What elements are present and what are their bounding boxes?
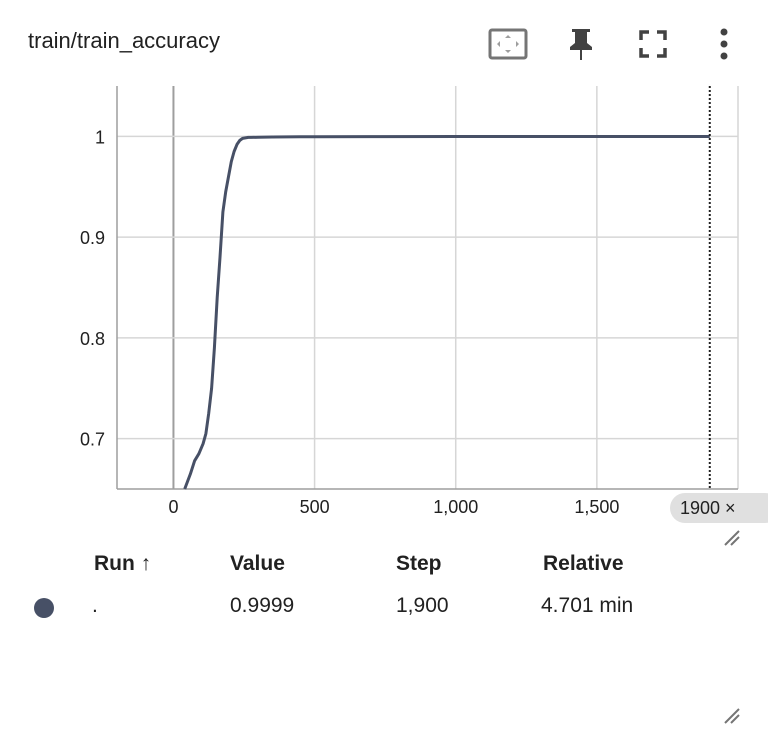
relative-cell: 4.701 min (541, 594, 634, 617)
more-options-button[interactable] (702, 22, 746, 66)
x-tick-label: 1,000 (433, 497, 478, 517)
step-cursor-chip[interactable]: 1900 × (670, 493, 768, 523)
x-tick-label: 500 (300, 497, 330, 517)
step-cell: 1,900 (396, 594, 449, 617)
pin-button[interactable] (559, 22, 603, 66)
x-tick-label: 0 (168, 497, 178, 517)
resize-handle-icon[interactable] (722, 528, 742, 548)
x-tick-label: 1,500 (574, 497, 619, 517)
more-vert-icon (720, 28, 728, 60)
run-color-dot (34, 598, 54, 618)
value-cell: 0.9999 (230, 594, 295, 617)
fit-domain-icon (488, 28, 528, 60)
card-title: train/train_accuracy (28, 28, 220, 53)
fullscreen-button[interactable] (631, 22, 675, 66)
y-tick-label: 0.9 (80, 228, 105, 248)
column-header-value[interactable]: Value (230, 552, 285, 575)
run-name-cell: . (92, 594, 98, 617)
y-tick-label: 1 (95, 127, 105, 147)
line-chart[interactable]: 0 500 1,000 1,500 0.7 0.8 0.9 1 (0, 0, 768, 540)
y-tick-label: 0.7 (80, 430, 105, 450)
y-tick-label: 0.8 (80, 329, 105, 349)
column-header-run[interactable]: Run ↑ (94, 552, 152, 575)
column-header-relative[interactable]: Relative (543, 552, 624, 575)
resize-handle-bottom-icon[interactable] (722, 706, 742, 726)
fullscreen-icon (639, 30, 667, 58)
column-header-step[interactable]: Step (396, 552, 442, 575)
series-line (183, 135, 710, 490)
pin-icon (570, 29, 592, 60)
fit-domain-button[interactable] (486, 22, 530, 66)
